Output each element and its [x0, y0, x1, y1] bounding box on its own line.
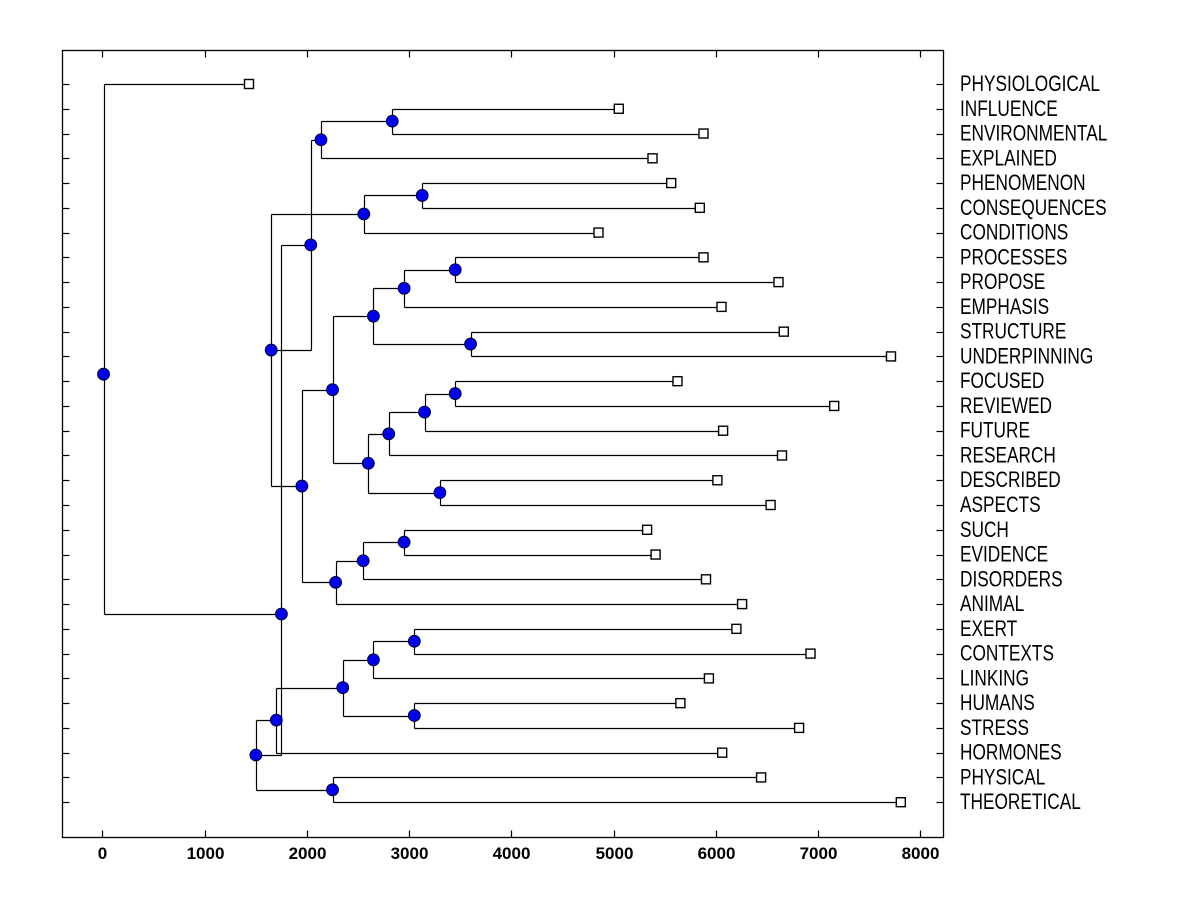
- svg-text:REVIEWED: REVIEWED: [960, 393, 1052, 418]
- svg-text:THEORETICAL: THEORETICAL: [960, 789, 1081, 814]
- svg-text:DISORDERS: DISORDERS: [960, 566, 1063, 591]
- svg-text:INFLUENCE: INFLUENCE: [960, 96, 1058, 121]
- svg-text:HORMONES: HORMONES: [960, 740, 1062, 765]
- svg-text:2000: 2000: [289, 844, 327, 863]
- svg-text:6000: 6000: [698, 844, 736, 863]
- svg-text:PHENOMENON: PHENOMENON: [960, 170, 1086, 195]
- svg-text:PHYSICAL: PHYSICAL: [960, 764, 1045, 789]
- svg-text:EXPLAINED: EXPLAINED: [960, 145, 1057, 170]
- svg-text:EXERT: EXERT: [960, 616, 1017, 641]
- svg-text:FUTURE: FUTURE: [960, 418, 1030, 443]
- svg-text:CONSEQUENCES: CONSEQUENCES: [960, 195, 1107, 220]
- svg-text:ANIMAL: ANIMAL: [960, 591, 1024, 616]
- svg-text:1000: 1000: [187, 844, 225, 863]
- svg-text:EVIDENCE: EVIDENCE: [960, 542, 1048, 567]
- svg-text:SUCH: SUCH: [960, 517, 1009, 542]
- svg-text:3000: 3000: [391, 844, 429, 863]
- svg-text:PROPOSE: PROPOSE: [960, 269, 1045, 294]
- svg-text:HUMANS: HUMANS: [960, 690, 1035, 715]
- svg-text:ASPECTS: ASPECTS: [960, 492, 1041, 517]
- svg-text:PROCESSES: PROCESSES: [960, 244, 1067, 269]
- svg-text:ENVIRONMENTAL: ENVIRONMENTAL: [960, 121, 1107, 146]
- svg-text:DESCRIBED: DESCRIBED: [960, 467, 1061, 492]
- svg-text:5000: 5000: [596, 844, 634, 863]
- svg-text:RESEARCH: RESEARCH: [960, 443, 1056, 468]
- svg-text:UNDERPINNING: UNDERPINNING: [960, 343, 1093, 368]
- svg-text:0: 0: [98, 844, 107, 863]
- svg-text:PHYSIOLOGICAL: PHYSIOLOGICAL: [960, 71, 1100, 96]
- svg-text:CONTEXTS: CONTEXTS: [960, 641, 1054, 666]
- svg-text:EMPHASIS: EMPHASIS: [960, 294, 1049, 319]
- svg-text:LINKING: LINKING: [960, 665, 1029, 690]
- svg-text:STRUCTURE: STRUCTURE: [960, 319, 1066, 344]
- svg-text:CONDITIONS: CONDITIONS: [960, 220, 1068, 245]
- svg-text:8000: 8000: [902, 844, 940, 863]
- svg-text:7000: 7000: [800, 844, 838, 863]
- svg-text:4000: 4000: [493, 844, 531, 863]
- svg-text:FOCUSED: FOCUSED: [960, 368, 1044, 393]
- svg-text:STRESS: STRESS: [960, 715, 1029, 740]
